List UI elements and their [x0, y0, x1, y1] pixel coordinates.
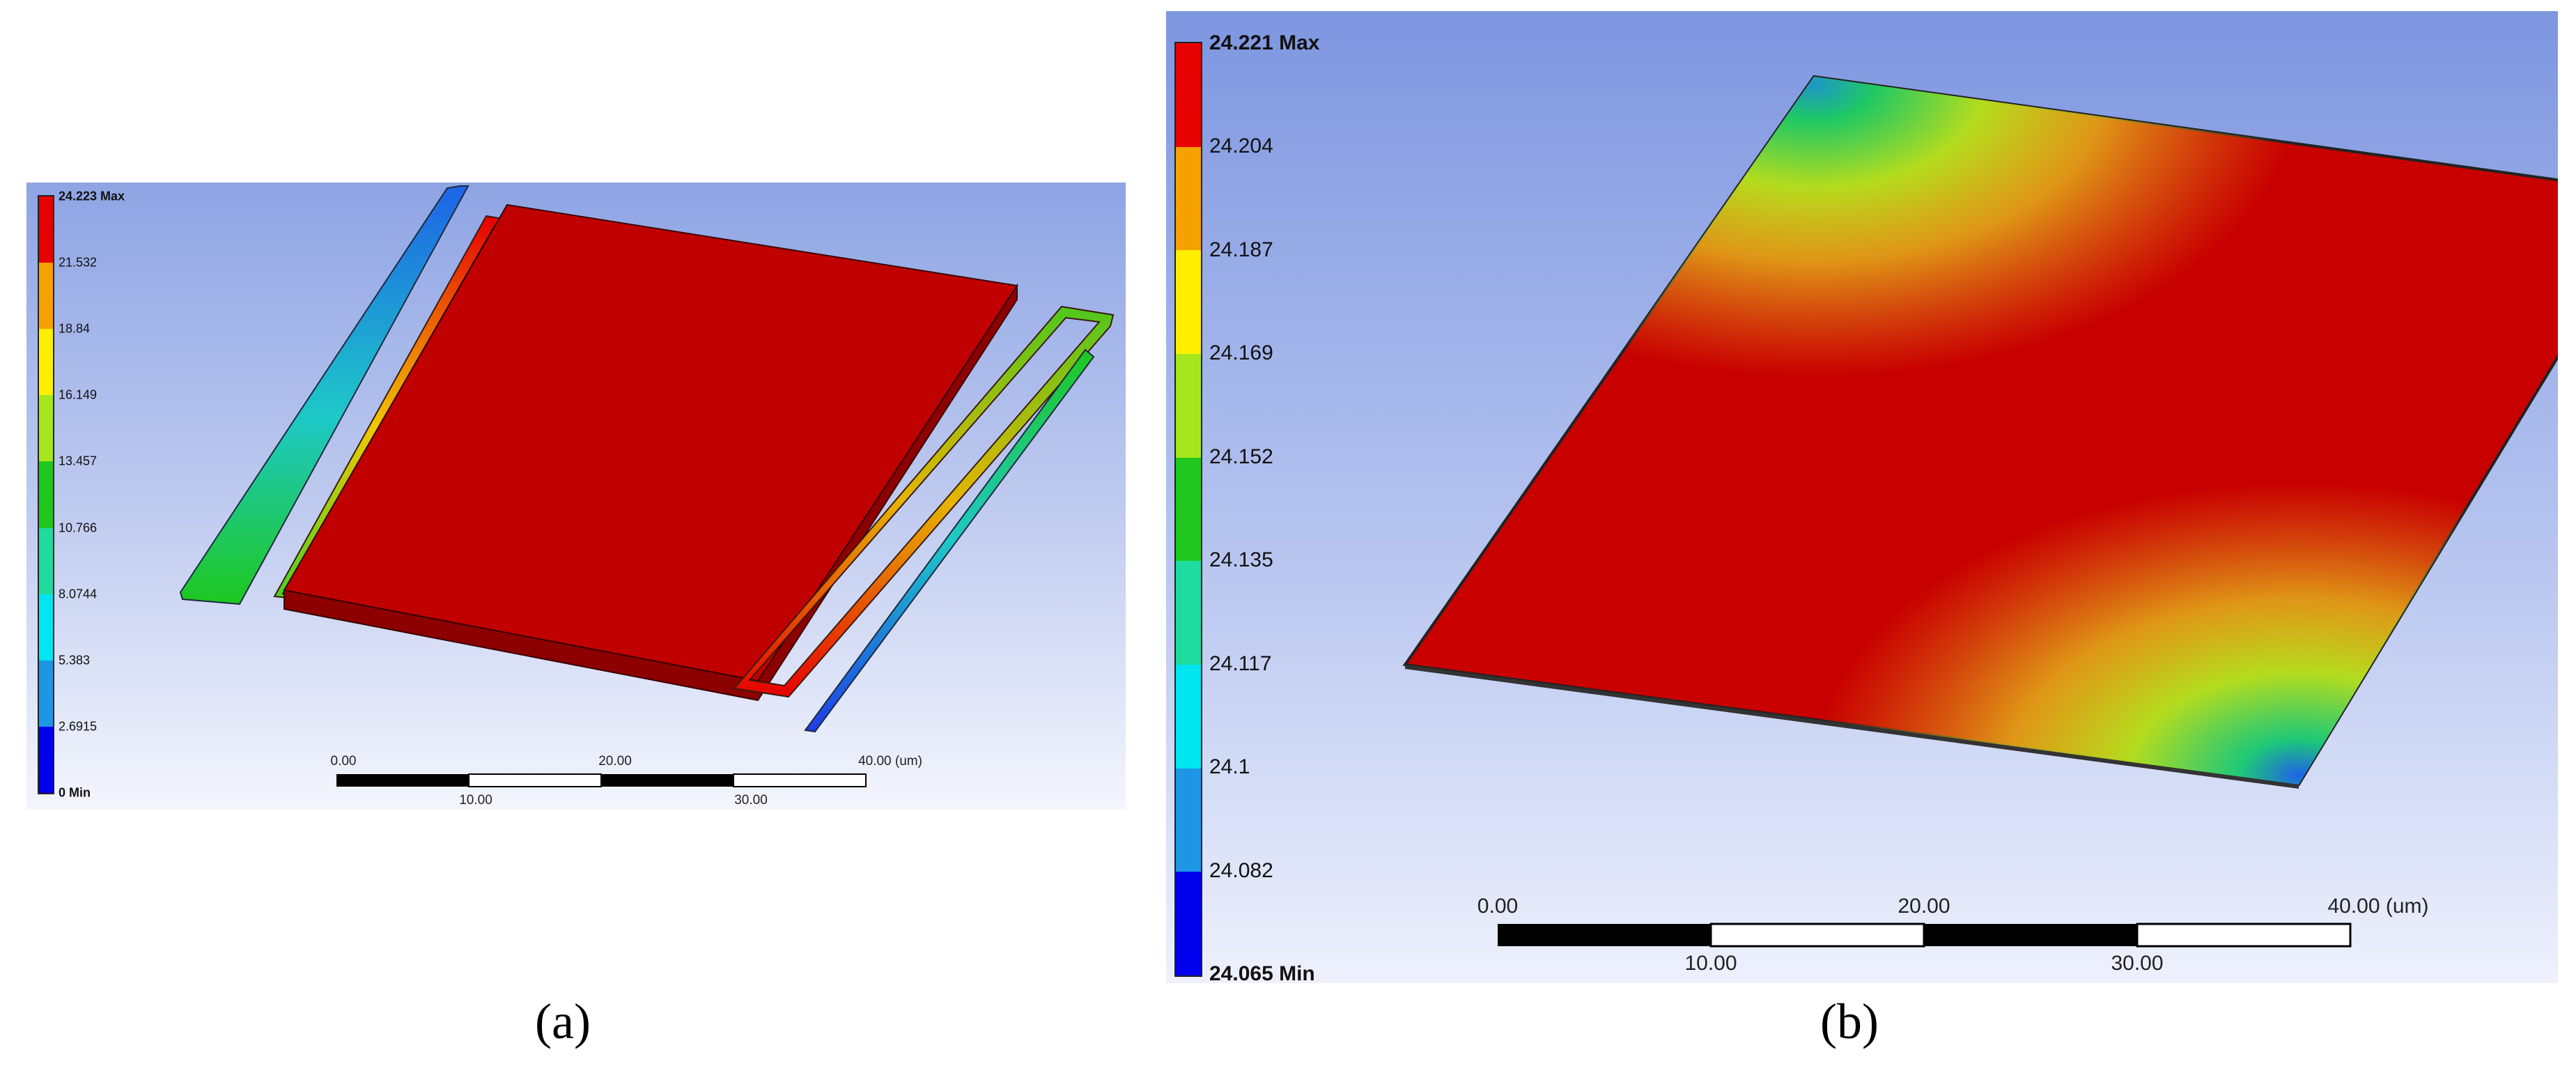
legend-label: 24.082 [1209, 858, 1273, 882]
panel-b-scale-bar [1498, 923, 2352, 948]
legend-swatch [1176, 768, 1201, 872]
scale-segment [733, 773, 867, 787]
legend-swatch [39, 395, 53, 462]
legend-swatch [39, 594, 53, 661]
legend-label: 24.152 [1209, 445, 1273, 468]
scale-label-10: 10.00 [459, 793, 492, 808]
scale-segment [468, 773, 602, 787]
legend-swatch [39, 196, 53, 263]
legend-label: 2.6915 [59, 719, 98, 734]
legend-label: 0 Min [59, 785, 91, 800]
legend-swatch [39, 660, 53, 727]
scale-segment [1498, 924, 1711, 946]
legend-label: 24.221 Max [1209, 31, 1320, 54]
scale-label-30: 30.00 [734, 793, 768, 808]
legend-swatch [1176, 872, 1201, 976]
plate-edge [1405, 665, 2299, 789]
panel-a-viewport: 24.223 Max 21.532 18.84 16.149 13.457 10.766 8… [26, 183, 1126, 810]
legend-swatch [1176, 354, 1201, 458]
legend-label: 16.149 [59, 387, 98, 402]
scale-label-40: 40.00 (um) [2327, 895, 2429, 918]
scale-segment [601, 774, 734, 787]
legend-label: 21.532 [59, 255, 98, 270]
legend-label: 18.84 [59, 321, 91, 336]
legend-swatch [39, 329, 53, 396]
right-outer-bar [804, 348, 1095, 733]
scale-label-20: 20.00 [598, 754, 632, 769]
scale-segment [336, 774, 469, 787]
scale-label-40: 40.00 (um) [858, 754, 922, 769]
legend-label: 24.223 Max [59, 189, 125, 203]
legend-label: 13.457 [59, 454, 98, 468]
legend-label: 24.169 [1209, 341, 1273, 365]
legend-swatch [1176, 250, 1201, 355]
scale-label-30: 30.00 [2111, 952, 2164, 975]
legend-label: 10.766 [59, 520, 98, 535]
legend-swatch [39, 263, 53, 330]
scale-label-20: 20.00 [1898, 895, 1950, 918]
legend-swatch [1176, 146, 1201, 251]
panel-b-model [1402, 75, 2558, 948]
legend-label: 24.117 [1209, 651, 1272, 675]
legend-label: 24.204 [1209, 134, 1273, 158]
scale-segment [1924, 924, 2137, 946]
legend-label: 24.065 Min [1209, 962, 1315, 983]
scale-label-0: 0.00 [330, 754, 357, 769]
panel-a-model [179, 185, 1115, 787]
legend-swatch [39, 461, 53, 528]
right-frame [733, 305, 1115, 698]
scale-label-0: 0.00 [1477, 895, 1519, 918]
legend-swatch [1176, 561, 1201, 665]
left-outer-bar [179, 185, 470, 605]
legend-swatch [1176, 43, 1201, 147]
legend-swatch [39, 726, 53, 793]
panel-a-caption: (a) [535, 994, 591, 1049]
panel-a-legend-bar [38, 195, 54, 794]
legend-label: 24.135 [1209, 548, 1273, 572]
legend-label: 24.187 [1209, 238, 1273, 261]
legend-label: 5.383 [59, 653, 91, 668]
panel-a-scale-bar [336, 773, 867, 787]
legend-label: 24.1 [1209, 755, 1250, 779]
legend-swatch [1176, 457, 1201, 562]
legend-swatch [39, 527, 53, 594]
panel-b-caption: (b) [1820, 994, 1879, 1049]
panel-b-viewport: 24.221 Max 24.204 24.187 24.169 24.152 24.135… [1166, 11, 2558, 983]
legend-label: 8.0744 [59, 587, 98, 601]
scale-label-10: 10.00 [1684, 952, 1737, 975]
scale-segment [2136, 923, 2352, 948]
legend-swatch [1176, 665, 1201, 769]
panel-b-legend-bar [1174, 42, 1202, 977]
scale-segment [1709, 923, 1925, 948]
